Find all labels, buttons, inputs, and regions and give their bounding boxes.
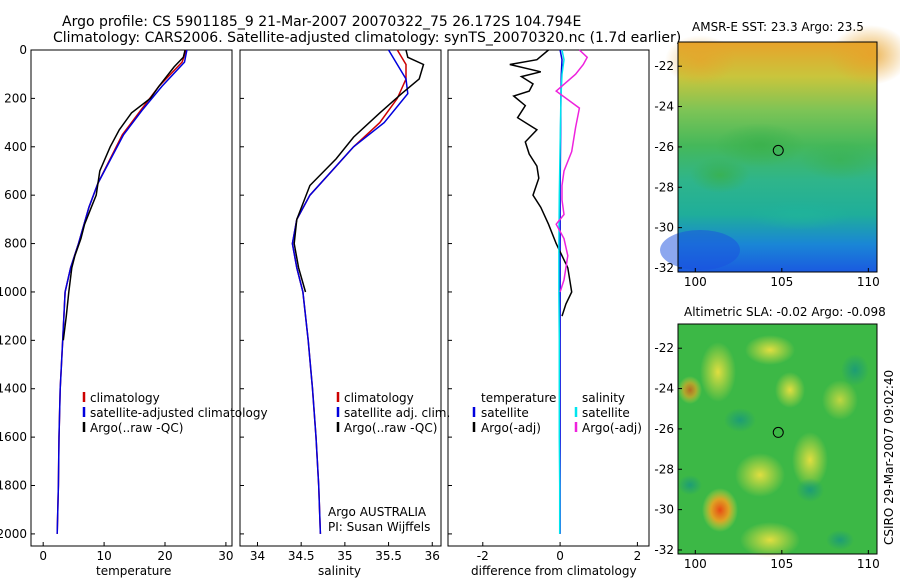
temperature-xlabel: temperature — [96, 564, 171, 578]
series-line — [56, 49, 188, 534]
legend-label: Argo(..raw -QC) — [90, 421, 183, 435]
legend-label: climatology — [90, 391, 160, 405]
argo-location-marker — [772, 144, 784, 156]
x-tick-label: 20 — [157, 549, 172, 563]
legend-label: satellite adj. clim. — [344, 406, 450, 420]
legend-label: salinity — [582, 391, 625, 405]
y-tick-label: -26 — [654, 140, 674, 154]
difference-plot: -2 0 2temperaturesatelliteArgo(-adj)salini… — [448, 49, 642, 563]
difference-plot-frame — [447, 49, 650, 547]
y-tick-label: 800 — [4, 237, 27, 251]
y-tick-label: -22 — [654, 341, 674, 355]
y-tick-label: 600 — [4, 188, 27, 202]
x-tick-label: 36 — [425, 549, 440, 563]
argo-annotation-line-1: Argo AUSTRALIA — [328, 505, 427, 519]
y-tick-label: 1000 — [0, 285, 27, 299]
x-tick-label: 10 — [96, 549, 111, 563]
y-tick-label: 400 — [4, 140, 27, 154]
series-line — [291, 49, 409, 534]
y-tick-label: -22 — [654, 59, 674, 73]
y-tick-label: 200 — [4, 91, 27, 105]
x-tick-label: 2 — [634, 549, 642, 563]
series-line — [291, 49, 407, 534]
y-tick-label: 0 — [19, 43, 27, 57]
y-tick-label: -28 — [654, 180, 674, 194]
x-tick-label: 35 — [337, 549, 352, 563]
y-tick-label: 1200 — [0, 333, 27, 347]
x-tick-label: 100 — [684, 557, 707, 571]
y-tick-label: -26 — [654, 422, 674, 436]
x-tick-label: 100 — [684, 275, 707, 289]
y-tick-label: 2000 — [0, 527, 27, 541]
x-tick-label: 0 — [556, 549, 564, 563]
y-tick-label: 1600 — [0, 430, 27, 444]
sla-map-axes: 100 105 110 -22 -24 -26 -28 -30 -32 — [654, 341, 879, 571]
y-tick-label: -24 — [654, 100, 674, 114]
legend-label: Argo(-adj) — [582, 421, 642, 435]
y-tick-label: -30 — [654, 503, 674, 517]
series-line — [559, 49, 563, 534]
x-tick-label: 105 — [770, 275, 793, 289]
x-tick-label: 105 — [770, 557, 793, 571]
difference-panel: -2 0 2temperaturesatelliteArgo(-adj)salini… — [447, 49, 650, 578]
legend-label: satellite — [481, 406, 529, 420]
x-tick-label: 35.5 — [375, 549, 402, 563]
legend-label: satellite-adjusted climatology — [90, 406, 268, 420]
sst-map-axes: 100 105 110 -22 -24 -26 -28 -30 -32 — [654, 59, 879, 289]
legend-label: climatology — [344, 391, 414, 405]
series-line — [56, 49, 188, 534]
x-tick-label: 110 — [857, 275, 880, 289]
legend-label: Argo(..raw -QC) — [344, 421, 437, 435]
sla-heatmap — [678, 324, 877, 558]
y-tick-label: 1800 — [0, 479, 27, 493]
x-tick-label: 0 — [39, 549, 47, 563]
legend-label: temperature — [481, 391, 556, 405]
y-tick-label: -30 — [654, 221, 674, 235]
sla-map-frame — [677, 323, 878, 555]
sst-map-title: AMSR-E SST: 23.3 Argo: 23.5 — [692, 20, 864, 34]
y-tick-label: 1400 — [0, 382, 27, 396]
y-tick-label: -32 — [654, 543, 674, 557]
series-line — [62, 49, 186, 341]
temperature-panel: 0 10 20 30 0 200 400 600 800 1000 1200 1400 1600 1800… — [0, 43, 268, 578]
y-tick-label: -28 — [654, 462, 674, 476]
x-tick-label: 34.5 — [288, 549, 315, 563]
sst-heatmap — [660, 25, 900, 272]
legend-label: satellite — [582, 406, 630, 420]
salinity-xlabel: salinity — [318, 564, 361, 578]
series-line — [293, 49, 425, 293]
title-line-2: Climatology: CARS2006. Satellite-adjuste… — [53, 30, 681, 46]
series-line — [509, 49, 573, 317]
difference-xlabel: difference from climatology — [471, 564, 637, 578]
legend-label: Argo(-adj) — [481, 421, 541, 435]
y-tick-label: -24 — [654, 382, 674, 396]
series-line — [555, 49, 589, 293]
sst-map-frame — [677, 41, 878, 273]
x-tick-label: -2 — [477, 549, 489, 563]
x-tick-label: 110 — [857, 557, 880, 571]
x-tick-label: 30 — [218, 549, 233, 563]
sla-map-title: Altimetric SLA: -0.02 Argo: -0.098 — [684, 305, 886, 319]
x-tick-label: 34 — [250, 549, 265, 563]
y-tick-label: -32 — [654, 261, 674, 275]
sst-map-panel: AMSR-E SST: 23.3 Argo: 23.5 100 105 110 -22… — [654, 20, 900, 289]
temperature-plot-frame — [30, 49, 233, 547]
title-line-1: Argo profile: CS 5901185_9 21-Mar-2007 2… — [62, 14, 581, 30]
temperature-plot: 0 10 20 30 0 200 400 600 800 1000 1200 1400 1600 1800… — [0, 43, 268, 563]
sla-map-panel: Altimetric SLA: -0.02 Argo: -0.098 100 10… — [654, 305, 885, 571]
salinity-plot-frame — [239, 49, 442, 547]
csiro-credit: CSIRO 29-Mar-2007 09:02:40 — [882, 370, 896, 545]
argo-annotation-line-2: PI: Susan Wijffels — [328, 520, 430, 534]
argo-location-marker — [772, 426, 784, 438]
